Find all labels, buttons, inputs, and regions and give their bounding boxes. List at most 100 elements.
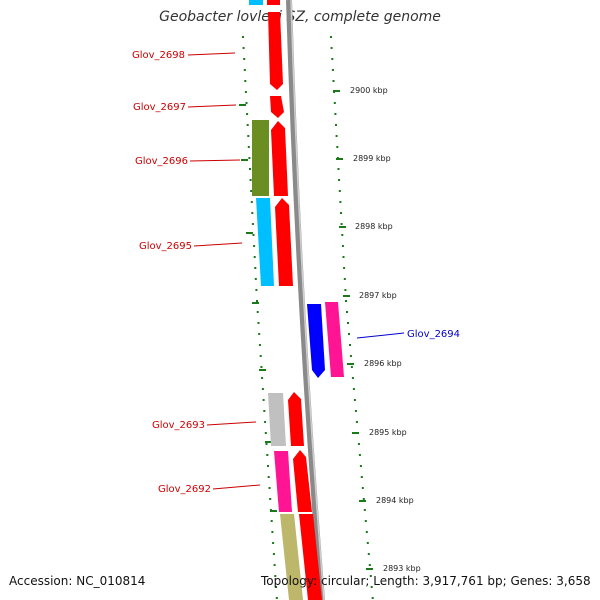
tick-label-2900-kbp: 2900 kbp xyxy=(350,86,388,95)
inner-track-dot xyxy=(245,102,248,104)
inner-track-dot xyxy=(266,454,269,456)
gene-label-glov-2692[interactable]: Glov_2692 xyxy=(158,484,211,495)
inner-track-dot xyxy=(261,388,264,390)
inner-track-dot xyxy=(274,575,277,577)
scale-ticks xyxy=(239,90,373,570)
outer-track-dot xyxy=(334,113,337,115)
inner-track-dot xyxy=(253,245,256,247)
inner-track-dot xyxy=(243,58,246,60)
outer-track-dot xyxy=(345,300,347,302)
gene-block-glov-2695-cyan xyxy=(256,198,274,286)
outer-track-dot xyxy=(343,278,346,280)
gene-arrow-glov-2694 xyxy=(307,304,325,378)
outer-track-dot xyxy=(364,520,367,522)
outer-track-dot xyxy=(344,289,347,291)
gene-label-glov-2695[interactable]: Glov_2695 xyxy=(139,241,192,252)
scale-tick-mark xyxy=(352,432,359,434)
leader-glov-2694 xyxy=(356,332,405,339)
inner-track-dot xyxy=(260,366,263,368)
inner-track-dot xyxy=(252,234,255,236)
scale-tick-mark xyxy=(239,104,246,106)
gene-label-glov-2694[interactable]: Glov_2694 xyxy=(407,329,460,340)
label-leaders xyxy=(187,52,405,490)
tick-label-2894-kbp: 2894 kbp xyxy=(376,496,414,505)
inner-track-dot xyxy=(272,553,275,555)
inner-track-dot xyxy=(251,212,254,214)
inner-track-dot xyxy=(270,520,273,522)
gene-label-glov-2696[interactable]: Glov_2696 xyxy=(135,156,188,167)
scale-tick-mark xyxy=(246,232,253,234)
outer-track-dot xyxy=(367,553,370,555)
outer-track-dot xyxy=(337,168,340,170)
scale-tick-mark xyxy=(347,363,354,365)
gene-block-glov-2696-olive xyxy=(252,120,269,196)
gene-block-khaki xyxy=(280,514,303,600)
inner-track-dot xyxy=(246,124,249,126)
accession-text: Accession: NC_010814 xyxy=(9,574,146,588)
gene-arrow-glov-2696 xyxy=(271,121,288,196)
inner-track-dot xyxy=(267,465,269,467)
inner-track-dot xyxy=(275,597,278,599)
inner-track-dot xyxy=(275,586,278,588)
inner-track-dot xyxy=(246,113,249,115)
outer-track-dot xyxy=(335,135,338,137)
outer-track-dot xyxy=(339,201,342,203)
gene-block-red xyxy=(267,0,280,5)
inner-track-dot xyxy=(254,278,257,280)
inner-track-dot xyxy=(248,157,251,159)
outer-track-dot xyxy=(340,223,343,225)
outer-track-dot xyxy=(338,190,341,192)
outer-track-dot xyxy=(361,487,364,489)
tick-label-2893-kbp: 2893 kbp xyxy=(383,564,421,573)
outer-track-dot xyxy=(343,267,346,269)
inner-track-dot xyxy=(247,135,250,137)
gene-block-glov-2694-magenta xyxy=(325,302,344,377)
outer-track-dot xyxy=(359,465,362,467)
outer-track-dot xyxy=(355,421,358,423)
inner-track-dot xyxy=(250,190,253,192)
gene-label-glov-2698[interactable]: Glov_2698 xyxy=(132,50,185,61)
tick-label-2897-kbp: 2897 kbp xyxy=(359,291,397,300)
inner-track-dot xyxy=(258,344,261,346)
scale-tick-mark xyxy=(333,90,340,92)
outer-track-dot xyxy=(347,322,349,324)
outer-track-dot xyxy=(342,256,345,258)
inner-track-dot xyxy=(242,47,245,49)
scale-tick-mark xyxy=(366,568,373,570)
inner-track-dot xyxy=(244,80,247,82)
outer-track-dot xyxy=(365,531,368,533)
leader-glov-2692 xyxy=(212,484,261,490)
inner-track-dot xyxy=(256,311,259,313)
outer-track-dot xyxy=(330,47,333,49)
inner-track-dot xyxy=(247,146,250,148)
leader-glov-2697 xyxy=(187,104,237,108)
genome-backbone xyxy=(286,0,325,600)
outer-track-dot xyxy=(366,542,369,544)
gene-label-glov-2693[interactable]: Glov_2693 xyxy=(152,420,205,431)
outer-track-dot xyxy=(330,36,332,38)
tick-label-2898-kbp: 2898 kbp xyxy=(355,222,393,231)
leader-glov-2696 xyxy=(189,159,241,162)
inner-track-dot xyxy=(264,421,267,423)
leader-glov-2695 xyxy=(193,242,243,247)
outer-track-dot xyxy=(350,366,353,368)
outer-track-dot xyxy=(352,388,355,390)
gene-block-glov-2693-silver xyxy=(268,393,286,446)
outer-track-dot xyxy=(370,586,373,588)
outer-track-dot xyxy=(349,355,352,357)
scale-tick-mark xyxy=(336,158,343,160)
gene-arrow-glov-2693 xyxy=(288,392,304,446)
inner-track-dot xyxy=(242,36,244,38)
outer-track-dot xyxy=(371,597,374,599)
leader-glov-2698 xyxy=(187,52,236,56)
inner-track-dot xyxy=(271,531,274,533)
scale-tick-mark xyxy=(241,159,248,161)
inner-track-dot xyxy=(258,333,261,335)
outer-track-dot xyxy=(336,146,339,148)
inner-track-dot xyxy=(249,179,252,181)
gene-label-glov-2697[interactable]: Glov_2697 xyxy=(133,102,186,113)
outer-track-dot xyxy=(354,410,357,412)
outer-track-dot xyxy=(351,377,354,379)
genome-backbone-highlight xyxy=(290,0,325,600)
